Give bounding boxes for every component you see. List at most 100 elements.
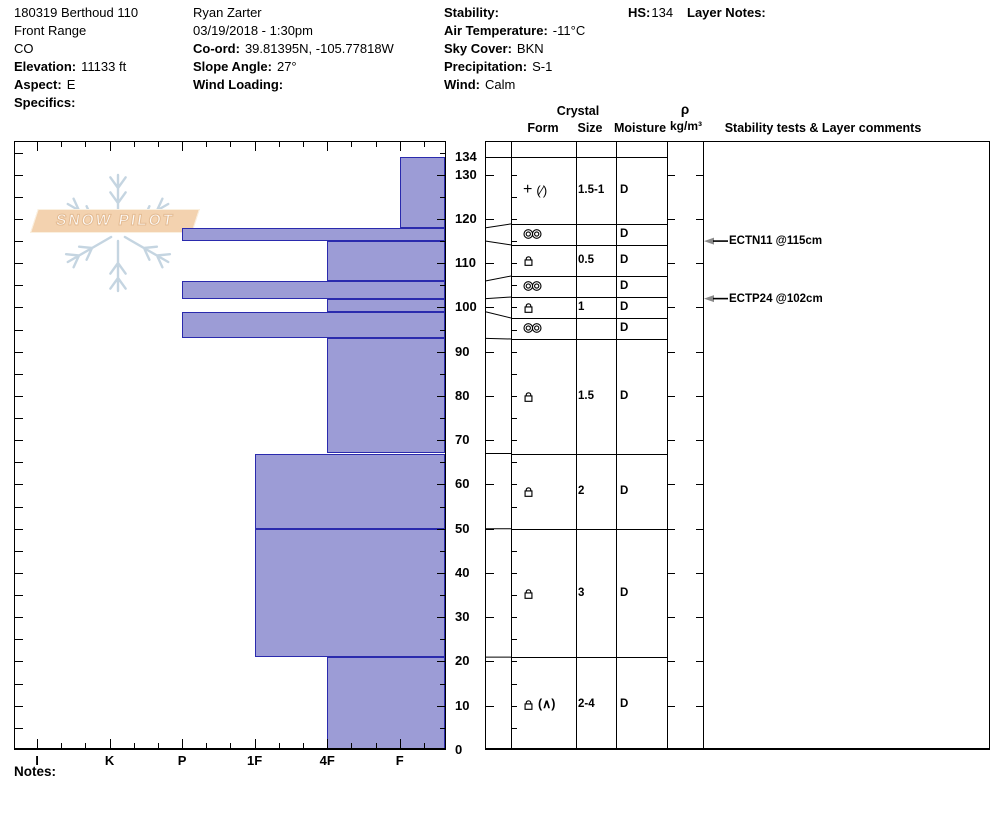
hardness-axis-tick-top: [206, 142, 208, 147]
precipitation-label: Precipitation:: [444, 59, 528, 74]
stability-test-annotation: ECTN11 @115cm: [729, 235, 823, 248]
form-col-tick: [512, 661, 517, 663]
table-row-line: [511, 338, 667, 340]
depth-tick-label-10: 10: [455, 697, 470, 713]
table-row-line: [511, 317, 667, 319]
hardness-axis-tick: [182, 739, 184, 748]
form-col-tick: [512, 263, 517, 265]
depth-axis-tick-right: [440, 196, 445, 198]
snow-layer-bar-50-21: [254, 528, 445, 658]
density-col-tick-left: [668, 395, 675, 397]
slope-angle-label: Slope Angle:: [193, 59, 272, 74]
faceted-dome-square-icon: [524, 392, 533, 403]
hardness-tick-label-I: I: [35, 753, 39, 768]
depth-tick-label-20: 20: [455, 653, 470, 669]
hardness-tick-label-1F: 1F: [247, 753, 263, 768]
depth-tick-label-130: 130: [455, 166, 477, 182]
layer-row-size-1: 1.5-1: [578, 184, 605, 197]
hardness-axis-tick-top: [278, 142, 280, 147]
layer-row-size-9: 3: [578, 586, 585, 599]
table-row-line: [511, 244, 667, 246]
table-surface-line: [485, 157, 667, 158]
table-row-line: [511, 528, 667, 530]
density-col-tick-right: [696, 572, 703, 574]
hardness-axis-tick: [351, 743, 353, 748]
layer-row-form-4: [523, 277, 542, 295]
precipitation-value: S-1: [532, 59, 553, 74]
table-depth-tick: [486, 484, 494, 486]
density-col-tick-left: [668, 617, 675, 619]
table-depth-tick: [486, 572, 494, 574]
hardness-axis-tick: [254, 739, 256, 748]
layer-row-size-3: 0.5: [578, 254, 594, 267]
depth-axis-tick-right: [437, 218, 445, 220]
hardness-axis-tick-top: [399, 142, 401, 151]
depth-tick-label-30: 30: [455, 609, 470, 625]
density-col-tick-right: [696, 661, 703, 663]
hardness-axis-tick-top: [182, 142, 184, 151]
table-vline: [989, 141, 990, 750]
depth-axis-tick-right: [437, 484, 445, 486]
col-header-form: Form: [527, 121, 559, 135]
hardness-tick-label-F: F: [395, 753, 404, 768]
hardness-axis-tick: [157, 743, 159, 748]
density-col-tick-right: [696, 351, 703, 353]
depth-axis-tick-left: [15, 395, 23, 397]
col-header-comments: Stability tests & Layer comments: [724, 121, 922, 135]
depth-axis-tick-right: [437, 528, 445, 530]
hardness-tick-label-P: P: [177, 753, 187, 768]
depth-axis-tick-left: [15, 418, 23, 420]
region: Front Range: [14, 23, 87, 38]
stability-line: Stability:: [444, 4, 585, 22]
layer-row-form-3: [523, 251, 534, 269]
coord-line: Co-ord: 39.81395N, -105.77818W: [193, 40, 394, 58]
paren-slash-crystal-icon: (∕): [536, 182, 548, 198]
depth-tick-label-90: 90: [455, 343, 470, 359]
stability-test-annotation: ECTP24 @102cm: [729, 292, 823, 305]
hardness-axis-tick: [61, 743, 63, 748]
hardness-axis-tick-top: [109, 142, 111, 151]
form-col-tick: [512, 218, 517, 220]
form-col-tick: [512, 418, 517, 420]
density-col-tick-left: [668, 528, 675, 530]
hardness-axis-tick-top: [61, 142, 63, 147]
depth-axis-tick-left: [15, 727, 23, 729]
form-col-tick: [512, 528, 517, 530]
snow-layer-bar-115-106: [327, 241, 445, 281]
hardness-axis-tick-top: [327, 142, 329, 151]
depth-axis-tick-left: [15, 152, 23, 154]
density-col-tick-left: [668, 174, 675, 176]
depth-axis-tick-right: [440, 727, 445, 729]
layer-row-size-8: 2: [578, 485, 585, 498]
col-header-density-units: kg/m³: [669, 119, 702, 133]
depth-axis-tick-left: [15, 639, 23, 641]
form-col-tick: [512, 683, 517, 685]
faceted-dome-square-icon: [524, 256, 533, 267]
faceted-dome-square-icon: [524, 303, 533, 314]
hardness-axis-tick-top: [351, 142, 353, 147]
table-row-line: [511, 223, 667, 225]
hardness-axis-tick: [327, 739, 329, 748]
density-col-tick-right: [696, 395, 703, 397]
density-col-tick-right: [696, 617, 703, 619]
precipitation-line: Precipitation: S-1: [444, 58, 585, 76]
depth-axis-tick-right: [440, 285, 445, 287]
form-col-tick: [512, 705, 517, 707]
wind-value: Calm: [484, 77, 516, 92]
depth-tick-label-0: 0: [455, 742, 463, 757]
depth-axis-tick-left: [15, 528, 23, 530]
hardness-axis-tick: [206, 743, 208, 748]
depth-axis-tick-right: [437, 572, 445, 574]
hardness-axis-tick: [230, 743, 232, 748]
elevation-line: Elevation: 11133 ft: [14, 58, 138, 76]
snow-layer-bar-118-115: [182, 227, 445, 242]
depth-axis-tick-left: [15, 617, 23, 619]
depth-axis-tick-right: [440, 639, 445, 641]
air-temp-value: -11°C: [552, 23, 586, 38]
double-circle-icon: [523, 281, 542, 292]
depth-tick-label-50: 50: [455, 520, 470, 536]
form-col-tick: [512, 329, 517, 331]
hardness-axis-tick: [375, 743, 377, 748]
snow-layer-bar-21-0: [327, 657, 445, 750]
table-depth-tick: [486, 351, 494, 353]
